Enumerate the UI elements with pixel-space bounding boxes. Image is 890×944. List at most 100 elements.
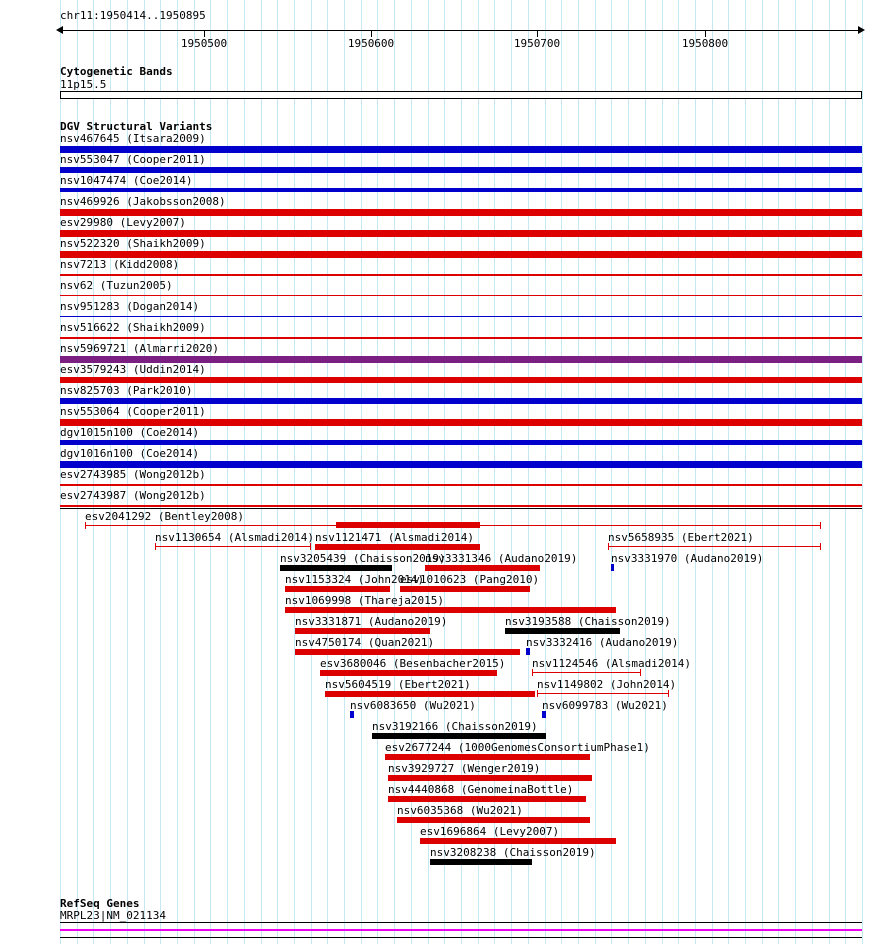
variant-label[interactable]: nsv3331346 (Audano2019) [425, 552, 578, 565]
variant-bar[interactable] [60, 274, 862, 276]
variant-bar[interactable] [60, 251, 862, 258]
variant-bar[interactable] [60, 419, 862, 426]
variant-label[interactable]: nsv1130654 (Alsmadi2014) [155, 531, 314, 544]
variant-label[interactable]: nsv467645 (Itsara2009) [60, 132, 206, 145]
variant-label[interactable]: nsv3208238 (Chaisson2019) [430, 846, 596, 859]
variant-bar[interactable] [60, 230, 862, 237]
variant-point-tick[interactable] [611, 564, 614, 571]
variant-label[interactable]: nsv3332416 (Audano2019) [526, 636, 679, 649]
variant-label[interactable]: nsv1121471 (Alsmadi2014) [315, 531, 474, 544]
variant-label[interactable]: nsv6083650 (Wu2021) [350, 699, 476, 712]
variant-label[interactable]: esv1010623 (Pang2010) [400, 573, 540, 586]
refseq-gene-label[interactable]: MRPL23|NM_021134 [60, 909, 166, 922]
variant-label[interactable]: esv29980 (Levy2007) [60, 216, 186, 229]
variant-label[interactable]: nsv6035368 (Wu2021) [397, 804, 523, 817]
variant-label[interactable]: nsv1153324 (John2014) [285, 573, 425, 586]
variant-bar[interactable] [372, 733, 546, 739]
variant-label[interactable]: nsv1124546 (Alsmadi2014) [532, 657, 691, 670]
variant-bar[interactable] [430, 859, 532, 865]
variant-bar[interactable] [325, 691, 535, 697]
variant-label[interactable]: esv2041292 (Bentley2008) [85, 510, 244, 523]
variant-range-line[interactable] [532, 672, 640, 673]
variant-label[interactable]: nsv1069998 (Thareja2015) [285, 594, 444, 607]
variant-bar[interactable] [60, 461, 862, 468]
variant-label[interactable]: nsv1149802 (John2014) [537, 678, 677, 691]
ruler[interactable]: 1950500 1950600 1950700 1950800 [0, 0, 890, 52]
variant-bar[interactable] [60, 188, 862, 192]
variant-bar[interactable] [400, 586, 530, 592]
gridline [678, 0, 680, 944]
variant-range-line[interactable] [155, 546, 310, 547]
variant-inner-bar[interactable] [336, 522, 480, 528]
variant-bar[interactable] [315, 544, 480, 550]
variant-label[interactable]: esv2743987 (Wong2012b) [60, 489, 206, 502]
gridline [594, 0, 596, 944]
variant-label[interactable]: nsv469926 (Jakobsson2008) [60, 195, 226, 208]
variant-label[interactable]: nsv4750174 (Quan2021) [295, 636, 435, 649]
variant-bar[interactable] [60, 484, 862, 486]
variant-bar[interactable] [60, 337, 862, 339]
variant-label[interactable]: nsv951283 (Dogan2014) [60, 300, 200, 313]
variant-label[interactable]: nsv5658935 (Ebert2021) [608, 531, 754, 544]
variant-bar[interactable] [60, 295, 862, 296]
variant-label[interactable]: nsv553047 (Cooper2011) [60, 153, 206, 166]
variant-label[interactable]: dgv1016n100 (Coe2014) [60, 447, 200, 460]
variant-label[interactable]: esv2677244 (1000GenomesConsortiumPhase1) [385, 741, 650, 754]
variant-bar[interactable] [60, 377, 862, 383]
variant-bar[interactable] [60, 398, 862, 404]
variant-bar[interactable] [60, 316, 862, 317]
variant-label[interactable]: nsv5604519 (Ebert2021) [325, 678, 471, 691]
variant-bar[interactable] [60, 167, 862, 173]
variant-bar[interactable] [295, 649, 520, 655]
variant-bar[interactable] [60, 209, 862, 216]
variant-label[interactable]: nsv553064 (Cooper2011) [60, 405, 206, 418]
variant-label[interactable]: nsv3192166 (Chaisson2019) [372, 720, 538, 733]
variant-bar[interactable] [295, 628, 430, 634]
variant-bar[interactable] [397, 817, 590, 823]
variant-bar[interactable] [388, 796, 586, 802]
variant-bar[interactable] [285, 607, 616, 613]
variant-label[interactable]: esv3579243 (Uddin2014) [60, 363, 206, 376]
cytoband-label[interactable]: 11p15.5 [60, 78, 107, 91]
variant-label[interactable]: esv2743985 (Wong2012b) [60, 468, 206, 481]
variant-label[interactable]: nsv3205439 (Chaisson2019) [280, 552, 446, 565]
variant-bar[interactable] [60, 146, 862, 153]
gridline [745, 0, 747, 944]
cytoband-bar[interactable] [60, 91, 862, 99]
variant-range-line[interactable] [608, 546, 820, 547]
variant-bar[interactable] [60, 356, 862, 363]
variant-point-tick[interactable] [350, 711, 354, 718]
variant-label[interactable]: nsv7213 (Kidd2008) [60, 258, 180, 271]
variant-label[interactable]: nsv516622 (Shaikh2009) [60, 321, 206, 334]
variant-label[interactable]: esv1696864 (Levy2007) [420, 825, 560, 838]
variant-label[interactable]: nsv3193588 (Chaisson2019) [505, 615, 671, 628]
variant-bar[interactable] [425, 565, 540, 571]
variant-bar[interactable] [60, 440, 862, 445]
variant-label[interactable]: dgv1015n100 (Coe2014) [60, 426, 200, 439]
variant-bar[interactable] [388, 775, 592, 781]
variant-bar[interactable] [505, 628, 620, 634]
variant-label[interactable]: nsv4440868 (GenomeinaBottle) [388, 783, 574, 796]
variant-label[interactable]: nsv6099783 (Wu2021) [542, 699, 668, 712]
variant-label[interactable]: nsv522320 (Shaikh2009) [60, 237, 206, 250]
variant-bar[interactable] [60, 505, 862, 507]
variant-label[interactable]: nsv3331871 (Audano2019) [295, 615, 448, 628]
variant-range-start-tick [155, 543, 156, 550]
refseq-gene-bar[interactable] [60, 929, 862, 931]
variant-label[interactable]: esv3680046 (Besenbacher2015) [320, 657, 506, 670]
variant-bar[interactable] [385, 754, 590, 760]
variant-label[interactable]: nsv3331970 (Audano2019) [611, 552, 764, 565]
variant-label[interactable]: nsv5969721 (Almarri2020) [60, 342, 219, 355]
variant-bar[interactable] [420, 838, 616, 844]
variant-bar[interactable] [320, 670, 497, 676]
variant-bar[interactable] [280, 565, 392, 571]
variant-label[interactable]: nsv1047474 (Coe2014) [60, 174, 193, 187]
variant-point-tick[interactable] [542, 711, 546, 718]
variant-label[interactable]: nsv3929727 (Wenger2019) [388, 762, 541, 775]
variant-point-tick[interactable] [526, 648, 530, 655]
variant-range-line[interactable] [537, 693, 668, 694]
variant-range-start-tick [532, 669, 533, 676]
variant-label[interactable]: nsv62 (Tuzun2005) [60, 279, 173, 292]
variant-label[interactable]: nsv825703 (Park2010) [60, 384, 193, 397]
variant-bar[interactable] [285, 586, 390, 592]
